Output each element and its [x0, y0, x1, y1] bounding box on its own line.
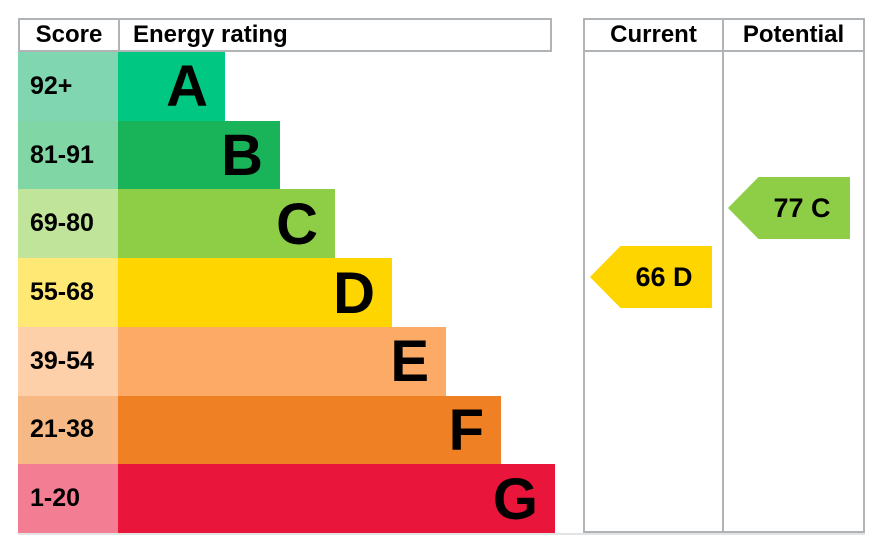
- score-range-g: 1-20: [18, 464, 118, 534]
- band-row-b: 81-91 B: [18, 120, 558, 190]
- current-column: Current: [585, 20, 724, 531]
- band-bar-b: B: [118, 120, 280, 190]
- band-bar-g: G: [118, 464, 555, 534]
- band-row-g: 1-20 G: [18, 464, 558, 534]
- energy-rating-column-header: Energy rating: [133, 21, 288, 48]
- score-range-c: 69-80: [18, 189, 118, 259]
- band-letter-f: F: [448, 397, 484, 463]
- band-letter-a: A: [166, 54, 208, 120]
- band-letter-c: C: [276, 191, 318, 257]
- score-range-a: 92+: [18, 52, 118, 121]
- band-bar-f: F: [118, 395, 501, 465]
- current-column-header: Current: [585, 20, 722, 52]
- band-row-d: 55-68 D: [18, 258, 558, 327]
- band-row-c: 69-80 C: [18, 189, 558, 259]
- potential-column: Potential: [724, 20, 863, 531]
- chart-bottom-divider: [18, 533, 865, 535]
- band-bar-c: C: [118, 189, 335, 259]
- header-left-box: Score Energy rating: [18, 18, 552, 52]
- band-letter-b: B: [221, 123, 263, 189]
- band-row-e: 39-54 E: [18, 326, 558, 396]
- potential-column-header: Potential: [724, 20, 863, 52]
- score-range-e: 39-54: [18, 326, 118, 396]
- band-letter-d: D: [333, 260, 375, 326]
- band-bar-d: D: [118, 258, 392, 327]
- current-rating-label: 66 D: [635, 261, 693, 292]
- potential-rating-label: 77 C: [773, 192, 831, 223]
- score-range-f: 21-38: [18, 395, 118, 465]
- band-bar-a: A: [118, 52, 225, 121]
- score-range-d: 55-68: [18, 258, 118, 327]
- band-letter-g: G: [492, 466, 538, 532]
- score-range-b: 81-91: [18, 120, 118, 190]
- band-row-a: 92+ A: [18, 52, 558, 121]
- band-letter-e: E: [390, 329, 429, 395]
- band-bar-e: E: [118, 326, 446, 396]
- band-row-f: 21-38 F: [18, 395, 558, 465]
- band-rows: 92+ A 81-91 B 69-80 C 55-68 D 39-54 E 21…: [18, 52, 558, 534]
- score-column-header: Score: [20, 20, 120, 50]
